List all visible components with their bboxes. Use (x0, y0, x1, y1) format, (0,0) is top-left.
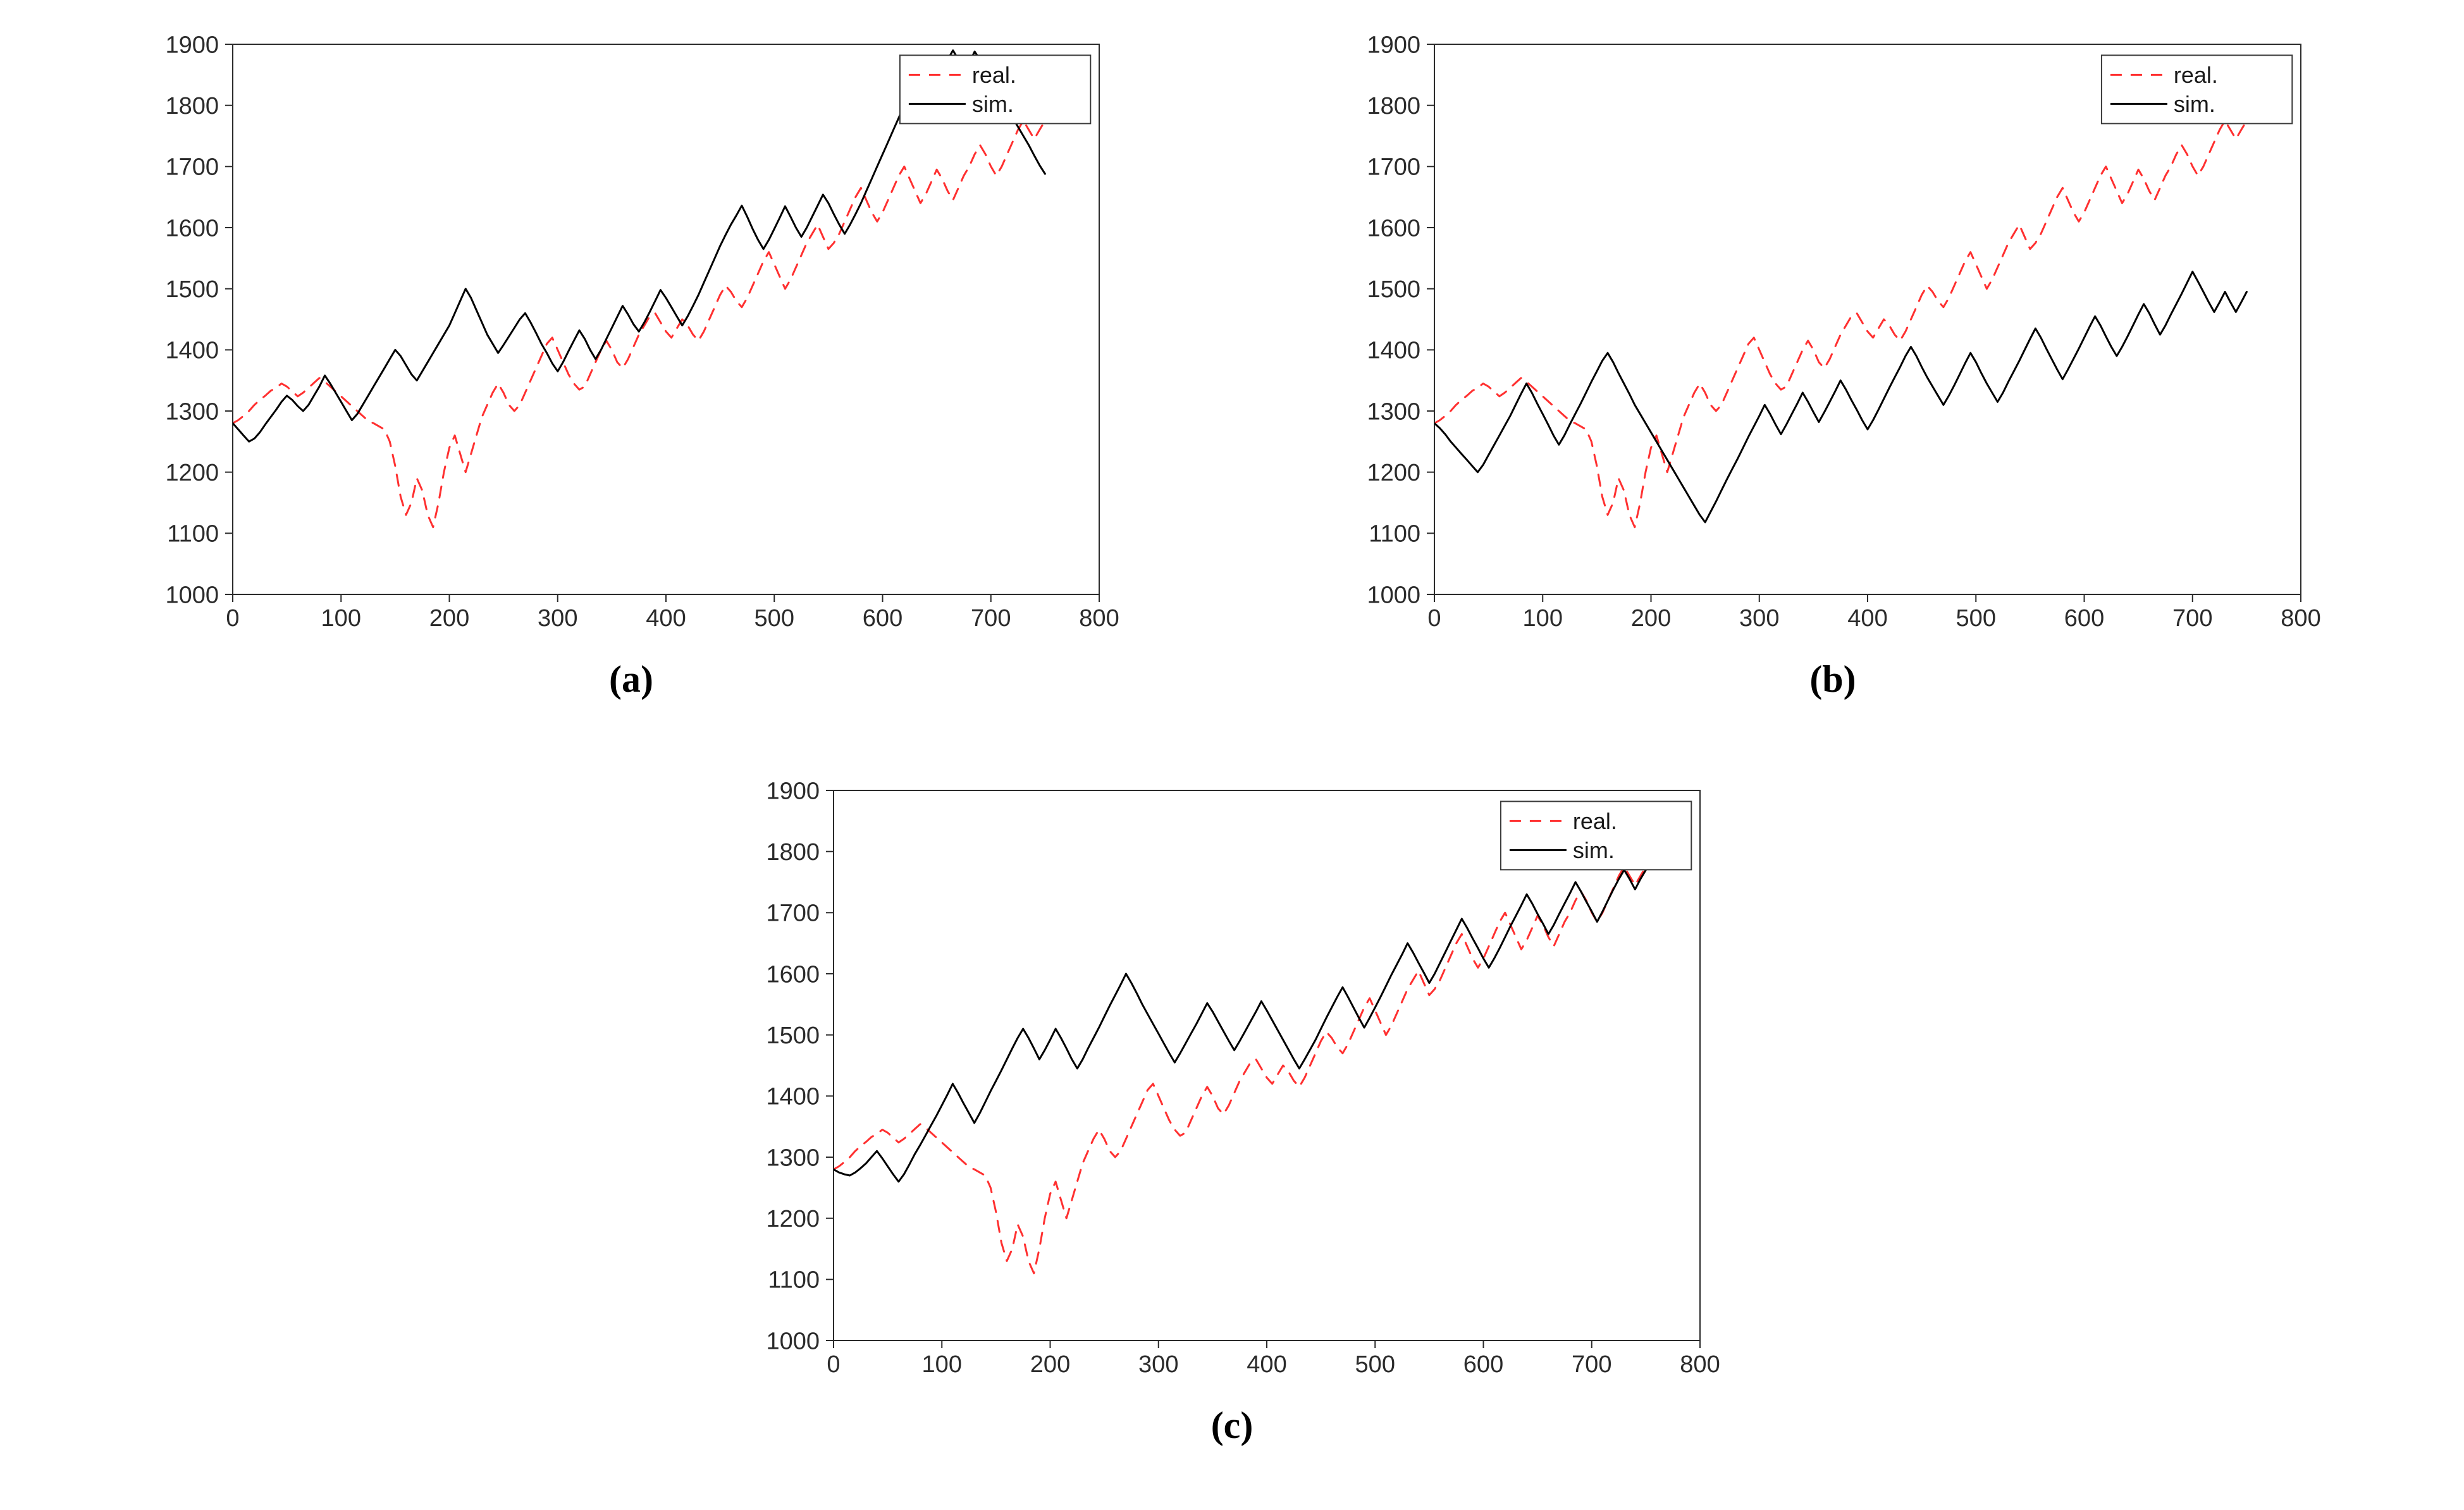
xtick-label: 0 (226, 605, 239, 632)
legend-label: real. (1573, 808, 1617, 834)
ytick-label: 1200 (165, 460, 219, 486)
bottom-row: 0 100 200 300 400 500 600 700 800 1000 1100 1200 130… (0, 771, 2464, 1447)
xtick-label: 700 (2172, 605, 2212, 632)
ytick-label: 1500 (1367, 276, 1420, 303)
xtick-label: 500 (755, 605, 794, 632)
xtick-label: 0 (827, 1351, 840, 1378)
ytick-label: 1300 (165, 398, 219, 425)
ytick-label: 1900 (1367, 32, 1420, 58)
caption-c: (c) (1211, 1404, 1254, 1447)
ytick-label: 1500 (165, 276, 219, 303)
xtick-label: 500 (1956, 605, 1996, 632)
ytick-label: 1200 (1367, 460, 1420, 486)
ytick-label: 1100 (768, 1267, 820, 1294)
chart-svg: 0 100 200 300 400 500 600 700 800 1000 1100 1200 130… (1340, 25, 2326, 632)
xtick-label: 200 (1030, 1351, 1070, 1378)
legend-label: sim. (1573, 837, 1615, 863)
xtick-label: 600 (863, 605, 902, 632)
xtick-label: 700 (1572, 1351, 1611, 1378)
xtick-label: 0 (1427, 605, 1441, 632)
xtick-label: 600 (1463, 1351, 1503, 1378)
legend-label: real. (2174, 62, 2218, 88)
ytick-label: 1400 (165, 338, 219, 364)
ytick-label: 1000 (1367, 582, 1420, 608)
ytick-label: 1200 (766, 1206, 820, 1232)
xtick-label: 400 (646, 605, 686, 632)
ytick-label: 1600 (1367, 215, 1420, 242)
ytick-label: 1100 (167, 521, 219, 548)
legend-label: real. (972, 62, 1016, 88)
chart-b: 0 100 200 300 400 500 600 700 800 1000 1100 1200 130… (1340, 25, 2326, 632)
top-row: 0100200300400500600700800100011001200130… (0, 25, 2464, 701)
ytick-label: 1800 (1367, 93, 1420, 120)
ytick-label: 1700 (766, 900, 820, 927)
xtick-label: 400 (1847, 605, 1887, 632)
xtick-label: 700 (971, 605, 1011, 632)
xtick-label: 800 (1079, 605, 1119, 632)
ytick-label: 1300 (1367, 398, 1420, 425)
xtick-label: 300 (538, 605, 577, 632)
chart-svg: 0 100 200 300 400 500 600 700 800 1000 1100 1200 130… (739, 771, 1725, 1378)
ytick-label: 1000 (165, 582, 219, 608)
xtick-label: 800 (2281, 605, 2320, 632)
ytick-label: 1400 (766, 1084, 820, 1110)
legend-label: sim. (972, 91, 1014, 117)
xtick-label: 100 (1523, 605, 1563, 632)
ytick-label: 1900 (165, 32, 219, 58)
xtick-label: 300 (1739, 605, 1779, 632)
legend-label: sim. (2174, 91, 2215, 117)
ytick-label: 1800 (766, 839, 820, 866)
ytick-label: 1000 (766, 1328, 820, 1354)
chart-c: 0 100 200 300 400 500 600 700 800 1000 1100 1200 130… (739, 771, 1725, 1378)
ytick-label: 1600 (165, 215, 219, 242)
xtick-label: 200 (429, 605, 469, 632)
xtick-label: 200 (1631, 605, 1671, 632)
ytick-label: 1300 (766, 1145, 820, 1171)
figure-page: 0100200300400500600700800100011001200130… (0, 0, 2464, 1510)
ytick-label: 1500 (766, 1022, 820, 1049)
ytick-label: 1700 (1367, 154, 1420, 181)
ytick-label: 1400 (1367, 338, 1420, 364)
ytick-label: 1900 (766, 778, 820, 804)
ytick-label: 1700 (165, 154, 219, 181)
panel-b: 0 100 200 300 400 500 600 700 800 1000 1100 1200 130… (1340, 25, 2326, 701)
ytick-label: 1800 (165, 93, 219, 120)
xtick-label: 100 (922, 1351, 962, 1378)
xtick-label: 300 (1138, 1351, 1178, 1378)
ytick-label: 1600 (766, 961, 820, 988)
xtick-label: 400 (1247, 1351, 1286, 1378)
xtick-label: 600 (2064, 605, 2104, 632)
panel-a: 0 100 200 300 400 500 600 700 800 1000 1100 1200 130… (138, 25, 1124, 701)
xtick-label: 800 (1680, 1351, 1720, 1378)
xtick-label: 100 (321, 605, 361, 632)
caption-a: (a) (609, 658, 653, 701)
panel-c: 0 100 200 300 400 500 600 700 800 1000 1100 1200 130… (739, 771, 1725, 1447)
chart-a: 0 100 200 300 400 500 600 700 800 1000 1100 1200 130… (138, 25, 1124, 632)
ytick-label: 1100 (1369, 521, 1420, 548)
xtick-label: 500 (1355, 1351, 1395, 1378)
chart-svg: 0 100 200 300 400 500 600 700 800 1000 1100 1200 130… (138, 25, 1124, 632)
caption-b: (b) (1809, 658, 1856, 701)
